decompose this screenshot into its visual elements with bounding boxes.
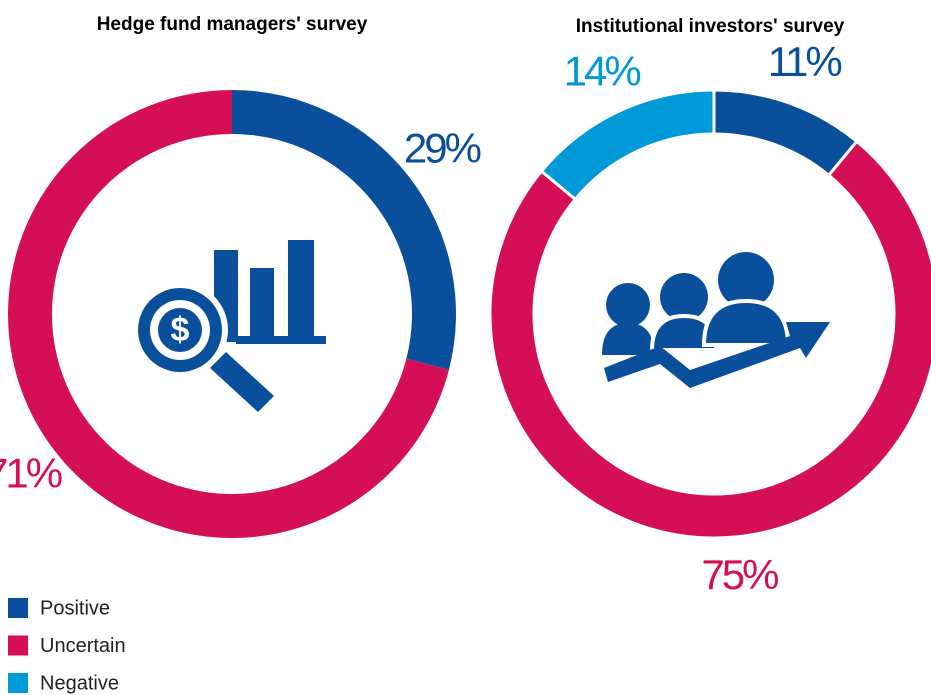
value-label: 71% [0,450,62,497]
value-label: 29% [404,125,481,172]
value-label: 14% [564,47,641,94]
donut [488,88,931,540]
legend-swatch [8,673,28,693]
value-label: 11% [768,38,842,85]
investors-icon [602,252,830,388]
legend-label: Uncertain [40,635,126,657]
chart-title: Hedge fund managers' survey [97,14,368,35]
legend-swatch [8,598,28,618]
finance-icon: $ [132,240,326,412]
svg-text:$: $ [171,311,190,349]
legend-swatch [8,635,28,656]
legend-label: Positive [40,597,110,619]
donut-segment [539,88,716,202]
donut-segment [712,88,859,178]
donut-segment [488,139,931,540]
value-label: 75% [701,551,778,598]
legend-label: Negative [40,672,119,694]
donut [8,89,456,538]
chart-title: Institutional investors' survey [576,16,845,37]
donut-segment [232,90,456,370]
